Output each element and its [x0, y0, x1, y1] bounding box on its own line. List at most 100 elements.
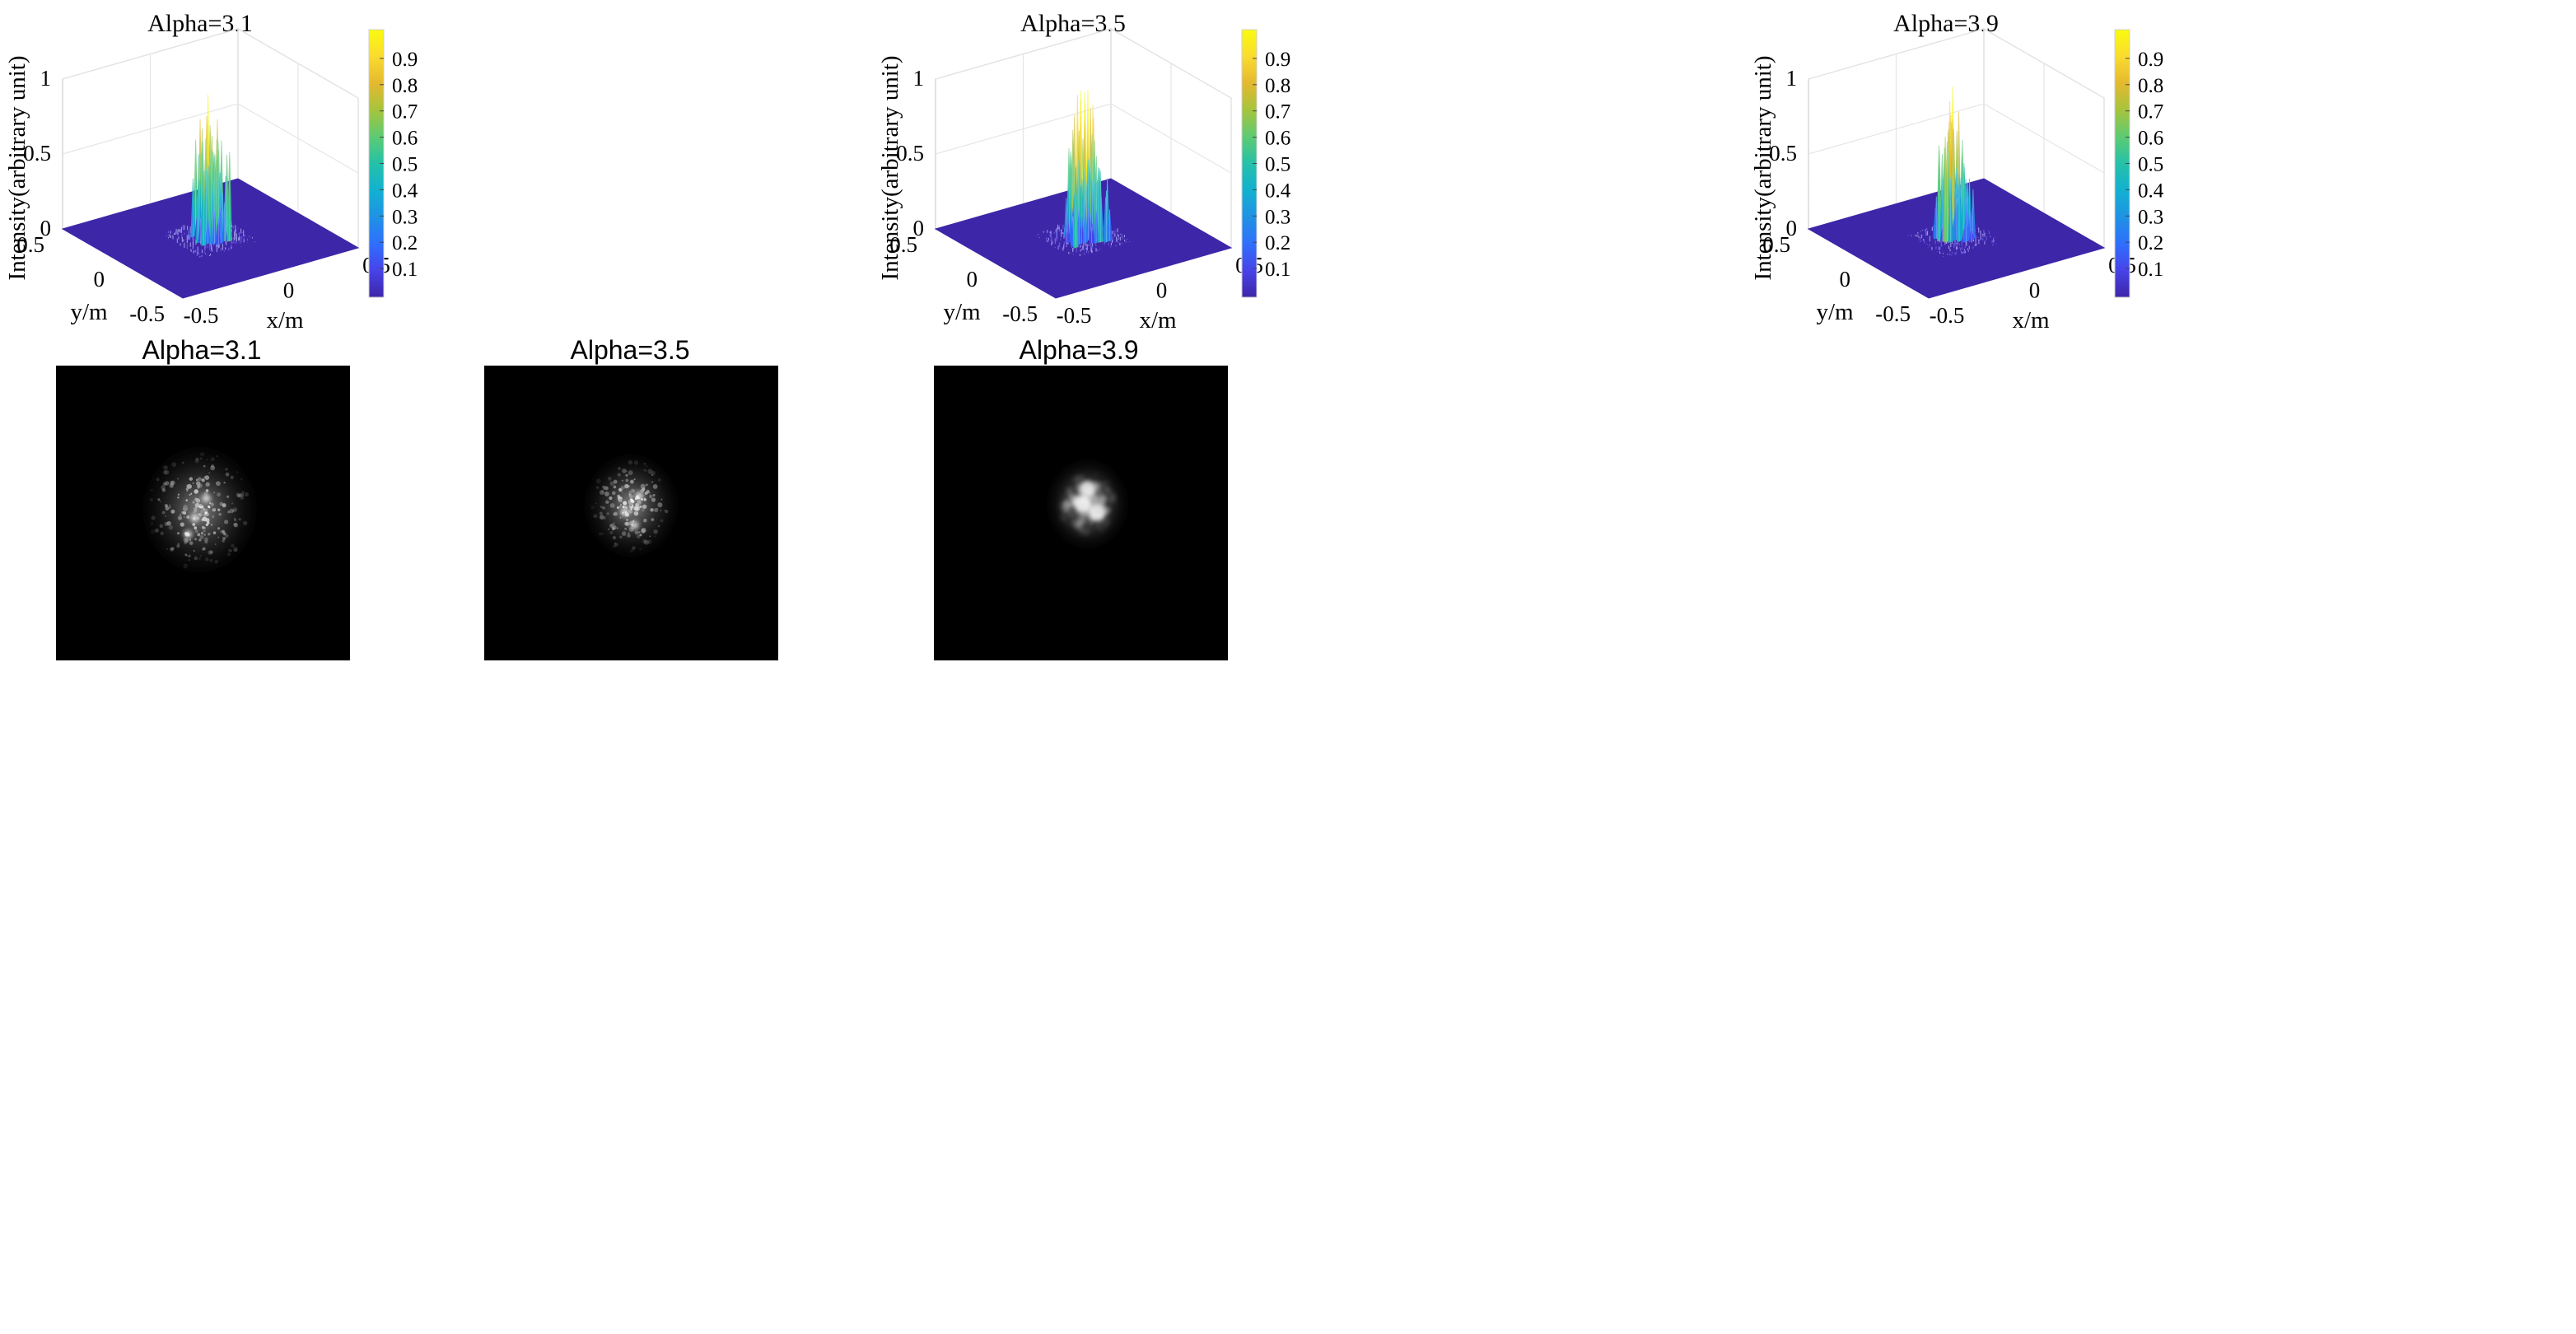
speckle-spot — [227, 511, 231, 514]
speckle-spot — [208, 472, 211, 474]
chart-title: Alpha=3.9 — [1893, 10, 1999, 37]
speckle-spot — [189, 477, 194, 481]
speckle-spot — [189, 493, 191, 496]
speckle-spot — [154, 528, 159, 533]
speckle-spot — [198, 557, 201, 560]
peak-spike — [1064, 229, 1070, 244]
speckle-spot — [171, 462, 177, 468]
image-title: Alpha=3.1 — [142, 335, 261, 365]
speckle-spot — [632, 546, 636, 550]
speckle-spot — [657, 502, 663, 508]
speckle-spot — [161, 488, 166, 492]
speckle-spot — [161, 485, 166, 490]
speckle-spot — [177, 515, 183, 520]
speckle-spot — [230, 549, 232, 553]
speckle-spot — [622, 469, 627, 473]
speckle-spot — [612, 522, 615, 525]
speckle-spot — [203, 464, 206, 468]
speckle-spot — [210, 464, 215, 468]
speckle-spot — [651, 497, 656, 502]
peak-spike — [1968, 228, 1975, 241]
speckle-spot — [204, 539, 208, 543]
speckle-spot — [194, 459, 199, 464]
x-axis-label: x/m — [266, 307, 304, 334]
speckle-spot — [159, 500, 161, 503]
speckle-spot — [660, 498, 663, 501]
speckle-spot — [630, 508, 632, 511]
speckle-spot — [164, 469, 170, 475]
speckle-spot — [200, 452, 205, 457]
speckle-spot — [639, 548, 642, 551]
speckle-spot — [665, 510, 669, 514]
speckle-spot — [639, 534, 642, 536]
speckle-spot — [650, 508, 654, 512]
speckle-spot — [222, 503, 226, 508]
speckle-spot — [220, 529, 224, 534]
speckle-spot — [1090, 522, 1093, 525]
speckle-spot — [157, 497, 161, 501]
speckle-spot — [158, 498, 161, 501]
speckle-spot — [1075, 476, 1082, 483]
speckle-spot — [628, 459, 633, 465]
speckle-spot — [240, 478, 243, 480]
speckle-spot — [231, 510, 235, 512]
speckle-spot — [244, 492, 249, 497]
speckle-spot — [595, 486, 600, 489]
speckle-spot — [185, 499, 188, 501]
intensity-image-1: Alpha=3.1 — [56, 335, 350, 660]
peak-spike — [1107, 209, 1113, 242]
speckle-spot — [1096, 525, 1101, 529]
speckle-spot — [609, 481, 614, 486]
colorbar-tick-label: 0.7 — [392, 101, 418, 124]
speckle-spot — [1108, 492, 1111, 494]
speckle-spot — [192, 501, 196, 504]
speckle-spot — [217, 508, 221, 511]
speckle-spot — [590, 506, 595, 510]
speckle-spot — [190, 492, 193, 495]
speckle-spot — [208, 505, 211, 508]
speckle-spot — [619, 516, 622, 519]
peak-spike — [216, 221, 222, 245]
z-tick-label: 0.5 — [896, 141, 924, 166]
z-tick-label: 0.5 — [23, 141, 51, 166]
speckle-spot — [614, 543, 618, 547]
speckle-spot — [180, 514, 182, 516]
bright-core — [202, 494, 211, 502]
speckle-spot — [224, 520, 229, 525]
colorbar-tick-label: 0.5 — [1265, 154, 1290, 176]
speckle-spot — [223, 481, 226, 484]
speckle-spot — [620, 504, 622, 506]
speckle-spot — [203, 534, 206, 536]
speckle-spot — [202, 547, 206, 551]
speckle-spot — [162, 470, 167, 475]
speckle-spot — [643, 469, 647, 472]
speckle-spot — [161, 511, 166, 515]
speckle-spot — [646, 465, 648, 468]
speckle-spot — [223, 532, 226, 536]
speckle-spot — [1095, 496, 1099, 499]
speckle-spot — [1106, 482, 1110, 486]
speckle-spot — [627, 534, 631, 538]
colorbar-tick-label: 0.1 — [2138, 259, 2163, 281]
colorbar-tick-label: 0.8 — [2138, 75, 2163, 97]
y-tick-label: 0.5 — [16, 232, 44, 257]
speckle-spot — [203, 476, 206, 478]
speckle-spot — [607, 476, 612, 481]
speckle-spot — [648, 494, 653, 498]
speckle-spot — [177, 493, 180, 496]
x-tick-label: -0.5 — [1057, 303, 1092, 328]
image-title: Alpha=3.5 — [570, 335, 689, 365]
speckle-spot — [643, 498, 646, 501]
speckle-spot — [227, 548, 232, 553]
y-tick-label: 0.5 — [1762, 232, 1790, 257]
speckle-spot — [638, 531, 641, 534]
speckle-spot — [599, 511, 603, 515]
speckle-spot — [1060, 513, 1067, 521]
speckle-spot — [1104, 506, 1111, 513]
speckle-spot — [185, 487, 189, 491]
speckle-spot — [625, 470, 628, 473]
speckle-spot — [599, 532, 602, 536]
peak-spike — [1082, 200, 1088, 244]
speckle-spot — [1068, 513, 1072, 517]
speckle-spot — [184, 541, 187, 544]
